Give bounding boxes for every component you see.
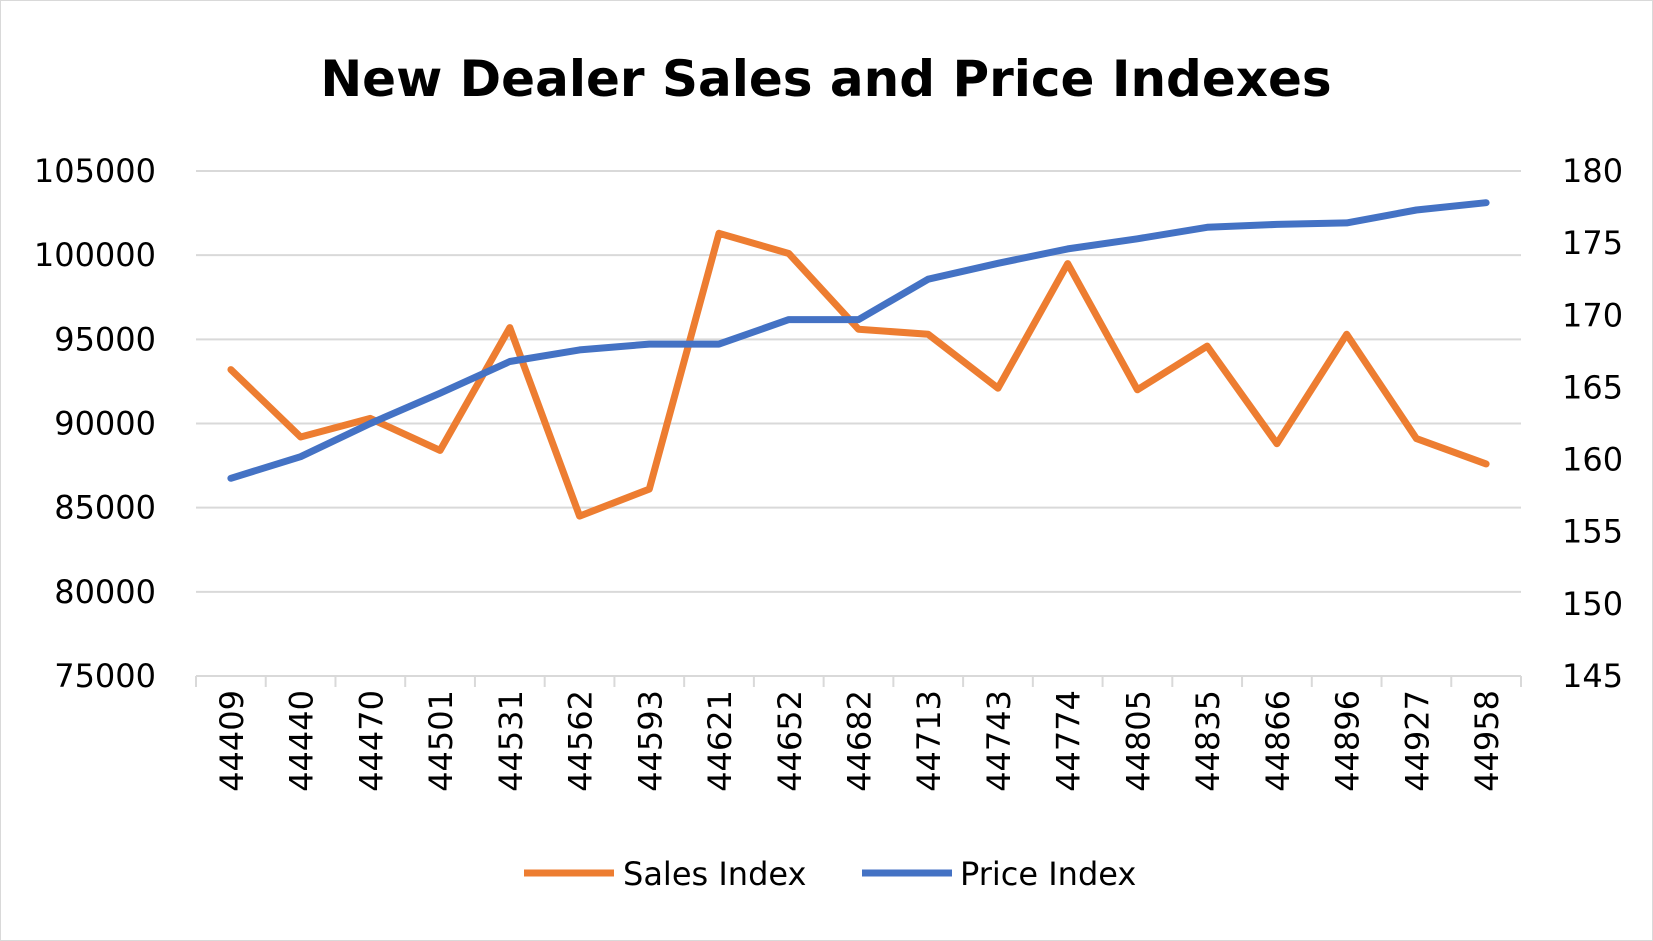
legend: Sales Index Price Index [524, 855, 1136, 893]
gridlines [196, 170, 1521, 677]
x-tick-label: 44409 [213, 690, 251, 792]
x-tick-label: 44682 [841, 690, 879, 792]
series-layer [227, 199, 1490, 520]
x-tick-label: 44743 [980, 690, 1018, 792]
y-right-tick-label: 180 [1562, 152, 1623, 190]
x-tick-label: 44896 [1329, 690, 1367, 792]
x-tick-label: 44562 [562, 690, 600, 792]
y-left-tick-label: 80000 [54, 573, 156, 611]
x-tick-label: 44774 [1050, 690, 1088, 792]
y-left-tick-label: 90000 [54, 405, 156, 443]
y-left-tick-label: 75000 [54, 657, 156, 695]
x-tick-label: 44531 [492, 690, 530, 792]
x-tick-label: 44927 [1398, 690, 1436, 792]
y-left-tick-label: 105000 [34, 152, 156, 190]
x-tick-label: 44805 [1119, 690, 1157, 792]
y-right-tick-label: 145 [1562, 657, 1623, 695]
series-line-sales-index[interactable] [227, 229, 1490, 520]
legend-label-price-index[interactable]: Price Index [960, 855, 1136, 893]
series-line-price-index[interactable] [227, 199, 1490, 482]
x-tick-label: 44866 [1259, 690, 1297, 792]
x-tick-label: 44652 [771, 690, 809, 792]
x-tick-label: 44470 [352, 690, 390, 792]
legend-label-sales-index[interactable]: Sales Index [623, 855, 806, 893]
x-tick-label: 44593 [631, 690, 669, 792]
y-right-tick-label: 165 [1562, 368, 1623, 406]
x-tick-label: 44440 [283, 690, 321, 792]
x-axis: 44409 44440 44470 44501 44531 44562 44593 44621… [195, 675, 1522, 792]
y-right-tick-label: 160 [1562, 441, 1623, 479]
y-left-tick-label: 100000 [34, 236, 156, 274]
x-tick-label: 44621 [701, 690, 739, 792]
y-axis-right-labels: 180 175 170 165 160 155 150 145 [1562, 152, 1623, 695]
y-right-tick-label: 170 [1562, 296, 1623, 334]
x-tick-label: 44958 [1468, 690, 1506, 792]
y-left-tick-label: 95000 [54, 320, 156, 358]
chart-title: New Dealer Sales and Price Indexes [320, 50, 1331, 108]
x-tick-label: 44501 [422, 690, 460, 792]
y-right-tick-label: 155 [1562, 513, 1623, 551]
y-right-tick-label: 175 [1562, 224, 1623, 262]
x-tick-label: 44835 [1189, 690, 1227, 792]
x-tick-label: 44713 [910, 690, 948, 792]
y-right-tick-label: 150 [1562, 585, 1623, 623]
y-axis-left-labels: 105000 100000 95000 90000 85000 80000 75000 [34, 152, 156, 695]
y-left-tick-label: 85000 [54, 489, 156, 527]
